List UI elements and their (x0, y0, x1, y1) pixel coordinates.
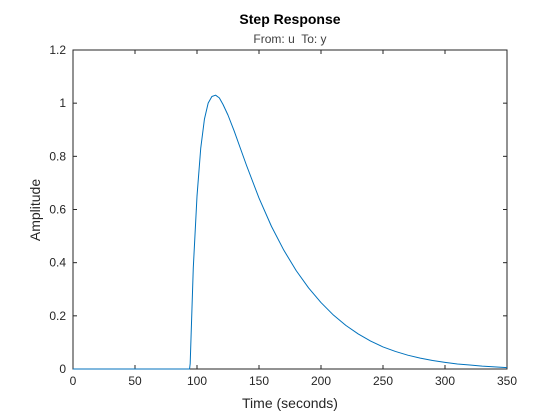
series-group (73, 94, 508, 370)
x-tick-label: 350 (497, 374, 517, 388)
y-axis-label: Amplitude (27, 179, 43, 241)
chart-title: Step Response (239, 11, 340, 27)
x-tick-label: 200 (311, 374, 331, 388)
x-tick-label: 100 (187, 374, 207, 388)
y-tick-label: 0.2 (49, 309, 66, 323)
y-tick-label: 0.4 (49, 256, 66, 270)
y-tick-label: 0.6 (49, 203, 66, 217)
x-tick-label: 0 (70, 374, 77, 388)
x-tick-label: 50 (128, 374, 142, 388)
series-line-0 (73, 94, 508, 370)
y-axis-ticks: 0 0.2 0.4 0.6 0.8 1 1.2 (49, 43, 507, 376)
x-axis-ticks: 0 50 100 150 200 250 300 350 (70, 50, 517, 388)
x-tick-label: 250 (373, 374, 393, 388)
y-tick-label: 1 (59, 96, 66, 110)
x-axis-label: Time (seconds) (242, 395, 338, 411)
x-tick-label: 150 (249, 374, 269, 388)
chart-subtitle: From: u To: y (253, 32, 326, 46)
y-tick-label: 0 (59, 362, 66, 376)
y-tick-label: 0.8 (49, 149, 66, 163)
y-tick-label: 1.2 (49, 43, 66, 57)
plot-area (72, 49, 508, 370)
x-tick-label: 300 (435, 374, 455, 388)
